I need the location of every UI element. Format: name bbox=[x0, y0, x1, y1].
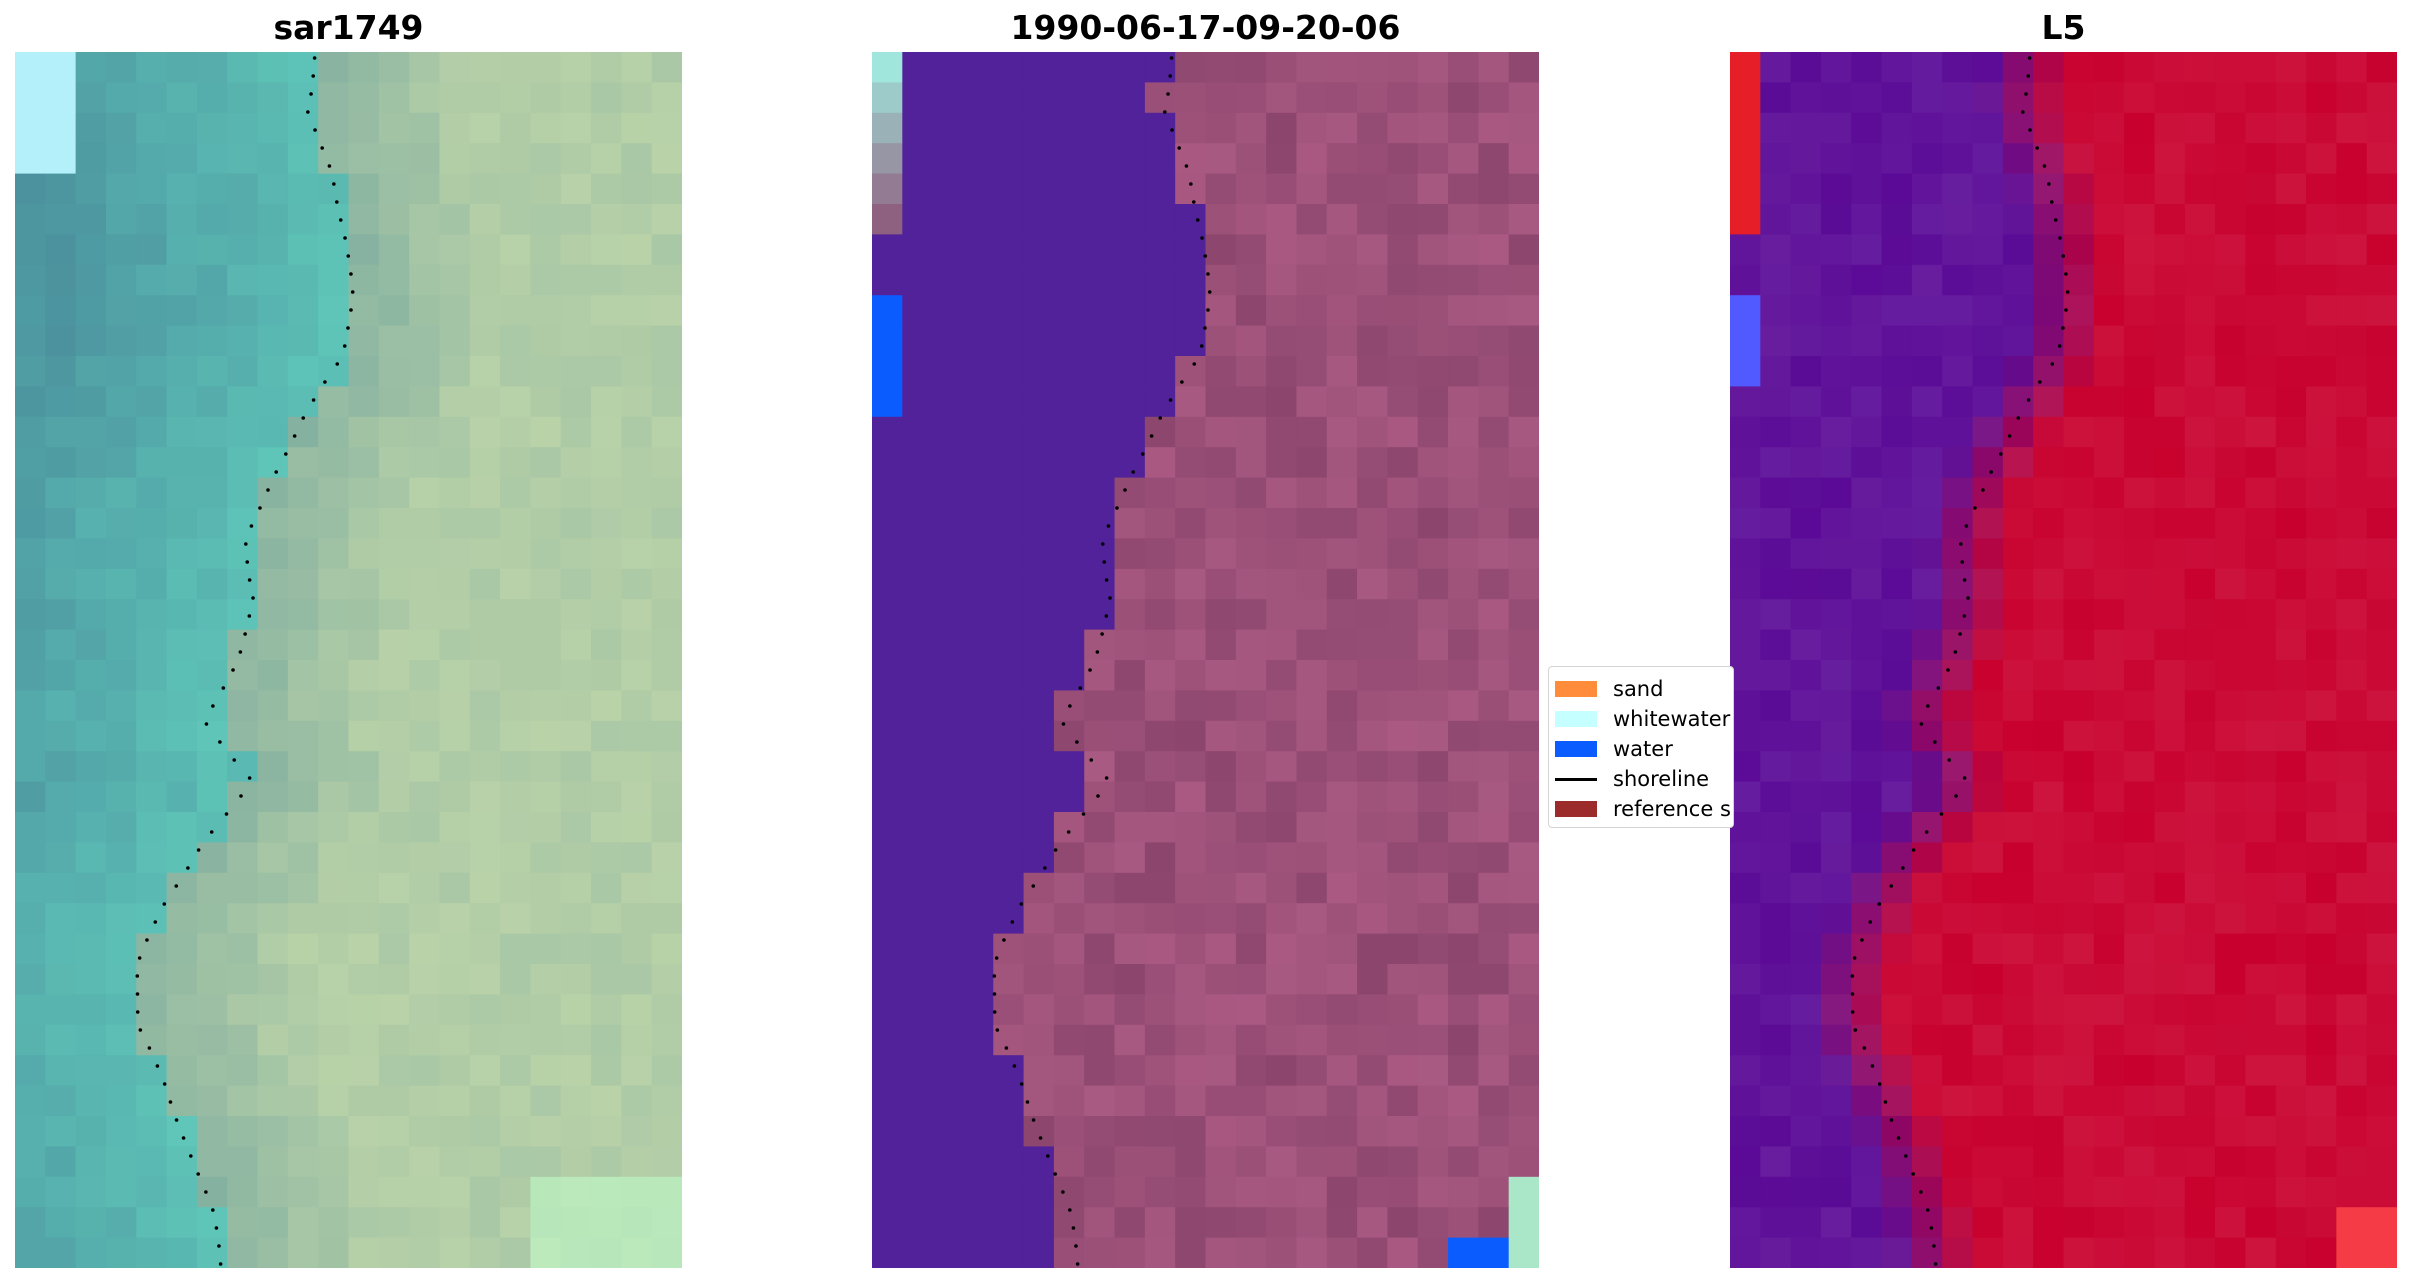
shoreline-dots-panel-2 bbox=[992, 56, 1212, 1266]
shoreline-dots-panel-3 bbox=[1850, 56, 2070, 1266]
shoreline-dots-panel-1 bbox=[135, 56, 355, 1266]
legend-label-water: water bbox=[1613, 737, 1673, 761]
legend-label-reference: reference s bbox=[1613, 797, 1731, 821]
legend-item-sand: sand bbox=[1555, 674, 1663, 704]
legend: sand whitewater water shoreline referenc… bbox=[1548, 666, 1734, 828]
legend-item-shoreline: shoreline bbox=[1555, 764, 1709, 794]
title-panel-1: sar1749 bbox=[273, 8, 424, 47]
title-panel-3: L5 bbox=[2041, 8, 2086, 47]
legend-item-water: water bbox=[1555, 734, 1673, 764]
panel-probability-image bbox=[1730, 52, 2397, 1268]
legend-label-shoreline: shoreline bbox=[1613, 767, 1710, 791]
legend-label-whitewater: whitewater bbox=[1613, 707, 1731, 731]
water-swatch bbox=[1555, 741, 1597, 757]
sand-swatch bbox=[1555, 681, 1597, 697]
panel-classified-image bbox=[872, 52, 1539, 1268]
shoreline-line-swatch bbox=[1555, 777, 1597, 781]
title-panel-2: 1990-06-17-09-20-06 bbox=[1010, 8, 1401, 47]
legend-item-reference: reference s bbox=[1555, 794, 1731, 824]
whitewater-swatch bbox=[1555, 711, 1597, 727]
legend-label-sand: sand bbox=[1613, 677, 1664, 701]
reference-swatch bbox=[1555, 801, 1597, 817]
legend-item-whitewater: whitewater bbox=[1555, 704, 1730, 734]
panel-rgb-image bbox=[15, 52, 682, 1268]
